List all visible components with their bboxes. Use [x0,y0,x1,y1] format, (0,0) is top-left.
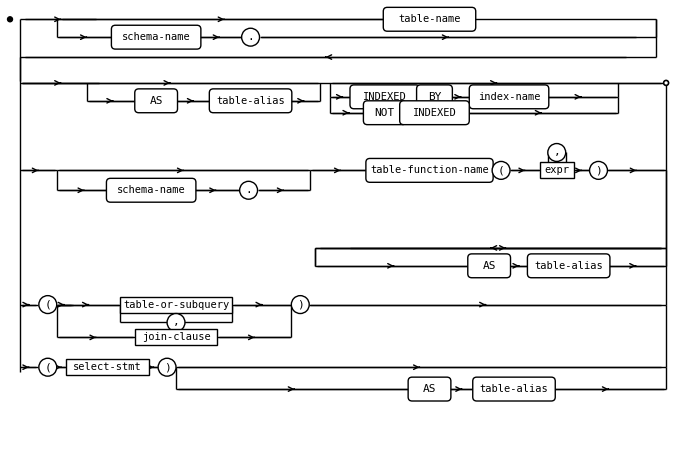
FancyBboxPatch shape [135,89,178,113]
Circle shape [39,296,57,314]
Text: BY: BY [428,92,441,102]
FancyBboxPatch shape [350,85,420,109]
Text: schema-name: schema-name [117,185,185,195]
Text: AS: AS [482,261,496,271]
FancyBboxPatch shape [469,85,549,109]
Text: AS: AS [149,96,163,106]
Text: (: ( [44,362,51,372]
Circle shape [39,358,57,376]
Circle shape [589,161,607,179]
Text: .: . [247,32,254,42]
FancyBboxPatch shape [416,85,452,109]
Text: ): ) [164,362,171,372]
FancyBboxPatch shape [408,377,451,401]
Bar [540,162,574,178]
Circle shape [8,17,12,22]
FancyBboxPatch shape [468,254,511,278]
Text: ,: , [553,147,560,158]
Text: select-stmt: select-stmt [73,362,142,372]
Circle shape [291,296,310,314]
Text: table-alias: table-alias [480,384,548,394]
Text: expr: expr [544,165,569,176]
FancyBboxPatch shape [366,159,493,183]
FancyBboxPatch shape [364,101,406,124]
Circle shape [158,358,176,376]
Circle shape [167,314,185,331]
FancyBboxPatch shape [400,101,469,124]
Text: table-alias: table-alias [534,261,603,271]
Text: NOT: NOT [375,108,395,118]
Circle shape [492,161,510,179]
Text: ): ) [595,165,602,176]
FancyBboxPatch shape [112,25,201,49]
FancyBboxPatch shape [106,178,196,202]
Text: .: . [245,185,252,195]
Text: table-alias: table-alias [217,96,285,106]
Circle shape [663,80,668,85]
Bar [66,359,149,375]
Text: table-or-subquery: table-or-subquery [123,300,229,309]
Circle shape [548,144,566,161]
Text: AS: AS [423,384,437,394]
Text: (: ( [44,300,51,309]
Text: INDEXED: INDEXED [363,92,407,102]
Text: (: ( [498,165,505,176]
FancyBboxPatch shape [383,7,475,31]
Text: ): ) [297,300,304,309]
Text: join-clause: join-clause [142,332,210,343]
Text: index-name: index-name [477,92,541,102]
Text: schema-name: schema-name [121,32,191,42]
FancyBboxPatch shape [473,377,555,401]
Bar [120,297,232,313]
FancyBboxPatch shape [527,254,610,278]
FancyBboxPatch shape [210,89,292,113]
Circle shape [239,181,257,199]
Bar [135,329,217,345]
Text: table-function-name: table-function-name [370,165,489,176]
Text: table-name: table-name [398,15,461,24]
Text: ,: , [173,317,179,328]
Circle shape [242,28,260,46]
Text: INDEXED: INDEXED [413,108,457,118]
